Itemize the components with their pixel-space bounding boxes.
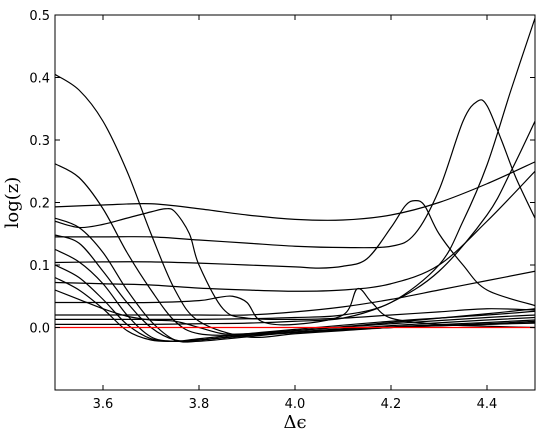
series-line-12	[55, 200, 535, 307]
y-tick-label: 0.4	[29, 72, 50, 87]
y-tick-label: 0.3	[29, 134, 50, 149]
series-line-8	[55, 289, 535, 335]
series-line-11	[55, 208, 535, 321]
series-line-13	[55, 99, 535, 249]
series-line-6	[55, 264, 535, 342]
series-line-17	[55, 120, 535, 326]
x-tick-label: 4.4	[477, 397, 498, 412]
series-line-9	[55, 287, 535, 329]
series-line-16	[55, 17, 535, 321]
x-tick-label: 4.2	[381, 397, 402, 412]
series-line-14	[55, 161, 535, 221]
series-line-15	[55, 170, 535, 292]
series-line-10	[55, 270, 535, 316]
y-tick-label: 0.2	[29, 197, 50, 212]
y-tick-label: 0.1	[29, 259, 50, 274]
plot-frame	[54, 14, 536, 391]
y-tick-label: 0.0	[29, 322, 50, 337]
series-line-3	[55, 217, 535, 343]
series-line-1	[55, 73, 535, 339]
y-axis-label: log(z)	[2, 177, 23, 229]
x-tick-label: 4.0	[285, 397, 306, 412]
ticks-layer: 3.6 3.8 4.0 4.2 4.4 0.0 0.1 0.2 0.3 0.4 0.5	[29, 9, 535, 412]
x-axis-label: Δϵ	[283, 412, 306, 433]
x-tick-label: 3.6	[93, 397, 114, 412]
x-tick-label: 3.8	[189, 397, 210, 412]
series-layer	[55, 17, 535, 343]
y-tick-label: 0.5	[29, 9, 50, 24]
